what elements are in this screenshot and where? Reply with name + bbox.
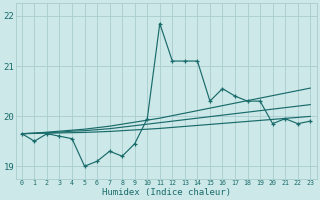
- X-axis label: Humidex (Indice chaleur): Humidex (Indice chaleur): [101, 188, 231, 197]
